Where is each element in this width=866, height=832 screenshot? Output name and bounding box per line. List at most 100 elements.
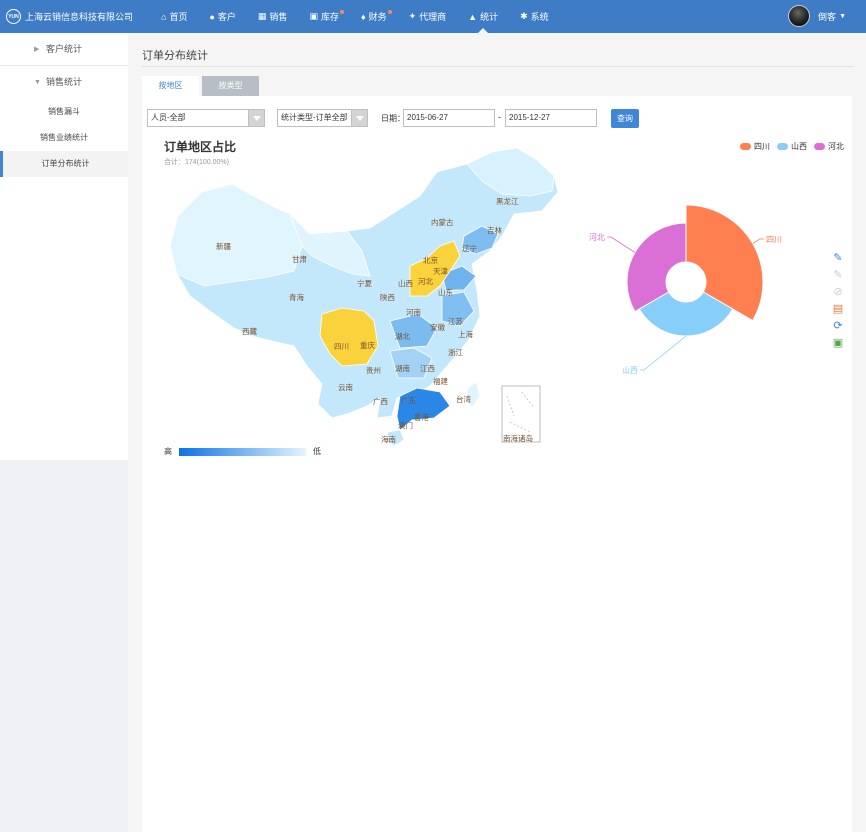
visual-map-high: 高 bbox=[164, 447, 172, 456]
china-map bbox=[169, 147, 559, 447]
map-label: 天津 bbox=[433, 267, 448, 276]
restore-icon[interactable]: ⟳ bbox=[833, 320, 843, 332]
person-select[interactable]: 人员-全部 bbox=[147, 109, 265, 127]
map-label: 海南 bbox=[381, 434, 396, 444]
date-to-input[interactable]: 2015-12-27 bbox=[505, 109, 597, 127]
legend-item[interactable]: 河北 bbox=[814, 141, 844, 152]
inset-dashes bbox=[506, 391, 535, 433]
chart-title: 订单地区占比 bbox=[164, 140, 237, 154]
chart-canvas: 新疆西藏青海甘肃内蒙古宁夏黑龙江吉林辽宁北京天津河北山西陕西山东河南江苏安徽上海… bbox=[169, 147, 782, 447]
page-title: 订单分布统计 bbox=[142, 50, 208, 62]
map-label: 广西 bbox=[373, 396, 388, 406]
mark-undo-icon[interactable]: ✎ bbox=[833, 269, 843, 281]
user-name[interactable]: 倒客 bbox=[818, 11, 837, 22]
mark-clear-icon[interactable]: ⊘ bbox=[833, 286, 843, 298]
main-nav: ⌂ 首页 ● 客户 ▦ 销售 ▣ 库存 ♦ 财务 ✦ 代理商 ▲ 统计 ✱ 系统 bbox=[150, 0, 560, 33]
date-from-input[interactable]: 2015-06-27 bbox=[403, 109, 495, 127]
pie-slice[interactable] bbox=[638, 291, 734, 337]
map-label: 湖南 bbox=[395, 363, 410, 373]
nav-item-0[interactable]: ⌂ 首页 bbox=[150, 0, 198, 33]
map-label: 重庆 bbox=[360, 340, 375, 350]
visual-map-gradient[interactable] bbox=[179, 447, 306, 456]
brand[interactable]: YUN 上海云销信息科技有限公司 bbox=[6, 9, 133, 24]
visual-map-low: 低 bbox=[313, 447, 321, 456]
group-icon: ✦ bbox=[408, 11, 417, 21]
pie-label-line bbox=[752, 238, 764, 244]
legend-swatch bbox=[814, 143, 825, 150]
gear-icon: ✱ bbox=[520, 11, 528, 21]
map-label: 江西 bbox=[420, 364, 435, 373]
legend-swatch bbox=[740, 143, 751, 150]
company-name: 上海云销信息科技有限公司 bbox=[25, 12, 134, 22]
nav-item-label: 库存 bbox=[320, 12, 339, 22]
sidebar: ▶ 客户统计 ▼ 销售统计 销售漏斗 销售业绩统计 订单分布统计 bbox=[0, 33, 128, 460]
pie-label: 河北 bbox=[589, 232, 605, 242]
province-shandong bbox=[441, 265, 477, 291]
nav-item-1[interactable]: ● 客户 bbox=[198, 0, 246, 33]
nav-item-label: 财务 bbox=[368, 12, 387, 22]
map-label: 云南 bbox=[338, 382, 353, 392]
chevron-down-icon[interactable]: ▼ bbox=[839, 12, 846, 20]
user-menu[interactable]: 倒客 ▼ bbox=[788, 5, 846, 27]
top-navbar: YUN 上海云销信息科技有限公司 ⌂ 首页 ● 客户 ▦ 销售 ▣ 库存 ♦ 财务 ✦ 代理商 ▲ 统计 ✱… bbox=[0, 0, 866, 33]
query-button[interactable]: 查询 bbox=[611, 109, 639, 128]
legend-swatch bbox=[777, 143, 788, 150]
pie-label-line bbox=[607, 236, 636, 253]
nav-item-label: 统计 bbox=[480, 12, 499, 22]
pie-label: 山西 bbox=[622, 365, 638, 375]
map-label: 台湾 bbox=[456, 394, 471, 404]
date-label: 日期： bbox=[381, 114, 405, 123]
sidebar-group-customer[interactable]: ▶ 客户统计 bbox=[0, 33, 128, 66]
money-bag-icon: ♦ bbox=[360, 11, 366, 22]
nav-item-6[interactable]: ▲ 统计 bbox=[457, 0, 509, 33]
map-label: 江苏 bbox=[448, 316, 463, 326]
chevron-down-icon[interactable] bbox=[351, 110, 367, 126]
nav-item-4[interactable]: ♦ 财务 bbox=[350, 0, 398, 33]
map-label: 山东 bbox=[438, 287, 453, 297]
province-jiangsu-zone bbox=[441, 291, 475, 327]
nav-item-label: 首页 bbox=[169, 12, 188, 22]
sidebar-item-sales-performance[interactable]: 销售业绩统计 bbox=[40, 133, 88, 142]
map-label: 吉林 bbox=[487, 225, 502, 235]
province-guangdong bbox=[396, 387, 451, 431]
mark-pen-icon[interactable]: ✎ bbox=[833, 252, 843, 264]
legend-label: 山西 bbox=[791, 142, 807, 151]
map-label: 陕西 bbox=[380, 292, 395, 302]
nav-item-label: 系统 bbox=[530, 12, 549, 22]
legend-label: 河北 bbox=[828, 142, 844, 151]
map-label: 澳门 bbox=[398, 420, 413, 430]
nav-item-3[interactable]: ▣ 库存 bbox=[298, 0, 350, 33]
legend-item[interactable]: 四川 bbox=[740, 141, 770, 152]
save-image-icon[interactable]: ▣ bbox=[832, 337, 844, 349]
nav-item-label: 销售 bbox=[269, 12, 288, 22]
chevron-down-icon[interactable] bbox=[248, 110, 264, 126]
sidebar-item-order-distribution[interactable]: 订单分布统计 bbox=[0, 151, 128, 177]
tab-by-type[interactable]: 按类型 bbox=[202, 76, 259, 96]
legend-item[interactable]: 山西 bbox=[777, 141, 807, 152]
province-xinjiang bbox=[169, 183, 303, 287]
tab-by-region[interactable]: 按地区 bbox=[142, 76, 199, 96]
pie-label-line bbox=[640, 335, 687, 371]
nav-item-5[interactable]: ✦ 代理商 bbox=[398, 0, 458, 33]
main-content: 订单分布统计 按地区 按类型 人员-全部 统计类型-订单全部 日期： 2015-… bbox=[128, 33, 866, 832]
pie-slice[interactable] bbox=[626, 222, 687, 313]
person-icon: ● bbox=[209, 11, 215, 22]
south-china-sea-inset bbox=[501, 385, 541, 443]
pie-slice[interactable] bbox=[685, 204, 764, 322]
map-label: 安徽 bbox=[430, 322, 445, 332]
sidebar-item-sales-funnel[interactable]: 销售漏斗 bbox=[48, 107, 80, 116]
nav-item-7[interactable]: ✱ 系统 bbox=[509, 0, 560, 33]
province-hainan bbox=[385, 429, 405, 447]
map-label: 山西 bbox=[398, 278, 413, 288]
sidebar-group-label: 销售统计 bbox=[46, 77, 83, 87]
date-separator: - bbox=[498, 112, 501, 122]
nav-item-2[interactable]: ▦ 销售 bbox=[247, 0, 299, 33]
map-label: 浙江 bbox=[448, 347, 463, 357]
stat-type-select[interactable]: 统计类型-订单全部 bbox=[277, 109, 368, 127]
data-view-icon[interactable]: ▤ bbox=[832, 303, 844, 315]
divider bbox=[142, 66, 854, 67]
sidebar-group-sales[interactable]: ▼ 销售统计 bbox=[0, 66, 128, 99]
avatar[interactable] bbox=[788, 5, 811, 27]
